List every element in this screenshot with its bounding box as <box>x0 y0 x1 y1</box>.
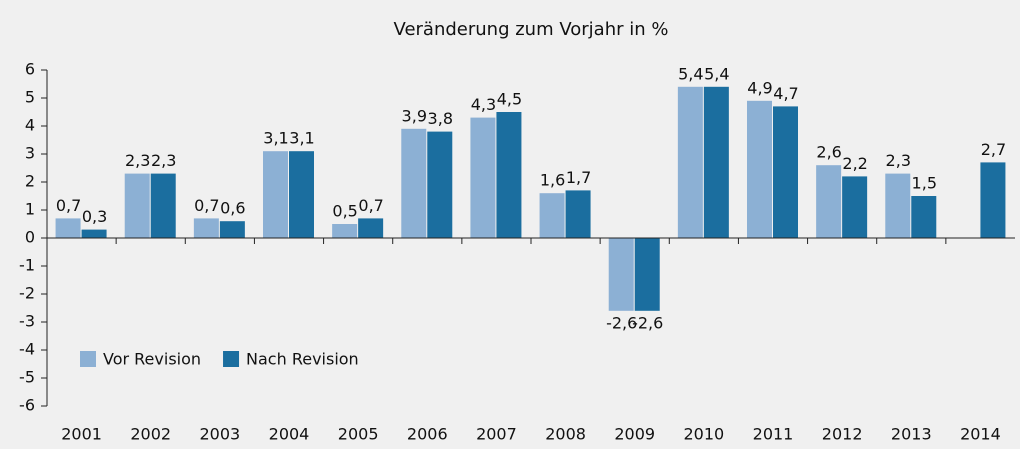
bar <box>980 162 1006 238</box>
y-tick-label: 5 <box>25 88 35 107</box>
value-label: 3,9 <box>402 106 427 125</box>
x-tick-label: 2001 <box>61 425 102 444</box>
x-tick-label: 2005 <box>338 425 379 444</box>
bar <box>816 165 842 238</box>
value-label: 3,1 <box>289 129 314 148</box>
y-tick-label: 2 <box>25 172 35 191</box>
value-label: 3,1 <box>263 129 288 148</box>
value-label: -2,6 <box>606 313 637 332</box>
value-label: 4,9 <box>747 78 772 97</box>
bar <box>124 173 150 238</box>
value-label: 4,7 <box>773 84 798 103</box>
bar <box>427 131 453 238</box>
value-label: 2,3 <box>151 151 176 170</box>
bar <box>81 229 107 238</box>
legend-label: Vor Revision <box>103 350 201 369</box>
value-label: 4,5 <box>497 90 522 109</box>
bar <box>332 224 358 238</box>
value-label: 2,3 <box>886 151 911 170</box>
bar <box>496 112 522 238</box>
x-tick-label: 2003 <box>199 425 240 444</box>
value-label: 0,7 <box>56 196 81 215</box>
bar <box>150 173 176 238</box>
y-tick-label: -2 <box>19 284 35 303</box>
bar <box>55 218 81 238</box>
bar <box>677 86 703 238</box>
legend-swatch <box>223 351 240 367</box>
y-tick-label: 3 <box>25 144 35 163</box>
value-label: 1,7 <box>566 168 591 187</box>
value-label: 2,3 <box>125 151 150 170</box>
x-tick-label: 2007 <box>476 425 517 444</box>
value-label: 2,2 <box>842 154 867 173</box>
value-label: 3,8 <box>428 109 453 128</box>
legend-label: Nach Revision <box>246 350 359 369</box>
bar <box>747 100 772 238</box>
bar <box>470 117 496 238</box>
bar <box>289 151 314 238</box>
bar <box>703 86 729 238</box>
bar <box>608 238 634 311</box>
x-tick-label: 2010 <box>683 425 724 444</box>
chart-title: Veränderung zum Vorjahr in % <box>394 19 669 40</box>
x-tick-label: 2002 <box>130 425 171 444</box>
value-label: 2,6 <box>816 143 841 162</box>
x-tick-label: 2009 <box>614 425 655 444</box>
y-tick-label: -6 <box>19 396 35 415</box>
bar <box>773 106 798 239</box>
x-tick-label: 2006 <box>407 425 448 444</box>
bar <box>885 173 911 238</box>
x-tick-label: 2004 <box>269 425 310 444</box>
value-label: 1,5 <box>912 174 937 193</box>
bar <box>539 193 565 238</box>
value-label: 0,7 <box>358 196 383 215</box>
value-label: 0,7 <box>194 196 219 215</box>
bar <box>842 176 868 238</box>
y-tick-label: -5 <box>19 368 35 387</box>
value-label: 0,6 <box>220 199 245 218</box>
bar <box>401 128 427 238</box>
bar <box>263 151 288 238</box>
value-label: 5,4 <box>678 64 703 83</box>
bar <box>634 238 660 311</box>
bar <box>565 190 591 238</box>
x-tick-label: 2011 <box>753 425 794 444</box>
value-label: 5,4 <box>704 64 729 83</box>
bar <box>911 196 937 238</box>
legend-swatch <box>80 351 96 367</box>
bar <box>219 221 245 238</box>
y-tick-label: 0 <box>25 228 35 247</box>
y-tick-label: -1 <box>19 256 35 275</box>
y-tick-label: 4 <box>25 116 35 135</box>
value-label: 0,5 <box>332 202 357 221</box>
value-label: 2,7 <box>981 140 1006 159</box>
value-label: 1,6 <box>540 171 565 190</box>
value-label: 0,3 <box>82 207 107 226</box>
bar <box>193 218 219 238</box>
x-tick-label: 2014 <box>960 425 1001 444</box>
x-tick-label: 2012 <box>822 425 863 444</box>
y-tick-label: -4 <box>19 340 35 359</box>
value-label: 4,3 <box>471 95 496 114</box>
y-tick-label: 6 <box>25 60 35 79</box>
y-tick-label: 1 <box>25 200 35 219</box>
bar <box>358 218 384 238</box>
value-label: -2,6 <box>632 313 663 332</box>
x-tick-label: 2008 <box>545 425 586 444</box>
y-tick-label: -3 <box>19 312 35 331</box>
x-tick-label: 2013 <box>891 425 932 444</box>
